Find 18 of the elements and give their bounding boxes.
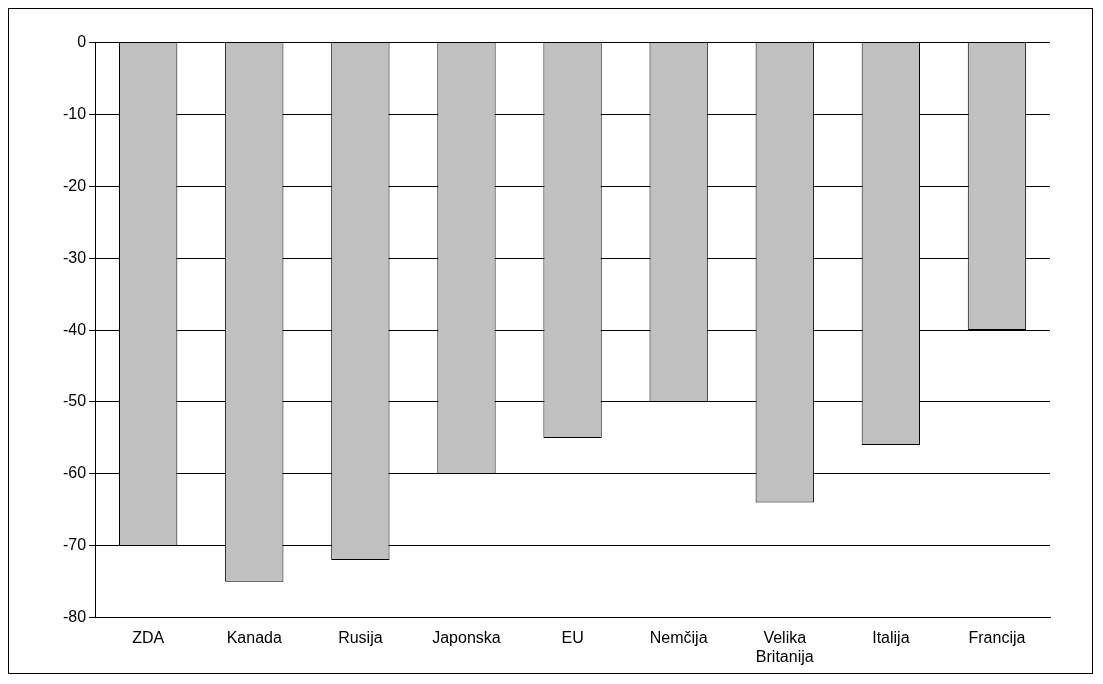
x-tick-label: Nemčija — [649, 628, 708, 646]
y-tick-label: -10 — [63, 104, 87, 122]
x-tick-label: Kanada — [226, 628, 282, 646]
x-tick-label: Italija — [872, 628, 910, 646]
x-tick-label: Rusija — [338, 628, 383, 646]
y-tick-label: -80 — [63, 608, 87, 626]
y-tick-label: -40 — [63, 320, 87, 338]
y-tick-label: -60 — [63, 464, 87, 482]
x-tick-label: Japonska — [432, 628, 501, 646]
y-tick-label: -70 — [63, 536, 87, 554]
y-tick-label: 0 — [77, 33, 87, 51]
x-tick-label: Velika Britanija — [755, 628, 814, 665]
x-tick-label: ZDA — [132, 628, 165, 646]
x-tick-label: EU — [561, 628, 584, 646]
y-tick-label: -50 — [63, 392, 87, 410]
y-tick-label: -20 — [63, 176, 87, 194]
x-tick-label: Francija — [968, 628, 1026, 646]
y-tick-label: -30 — [63, 248, 87, 266]
